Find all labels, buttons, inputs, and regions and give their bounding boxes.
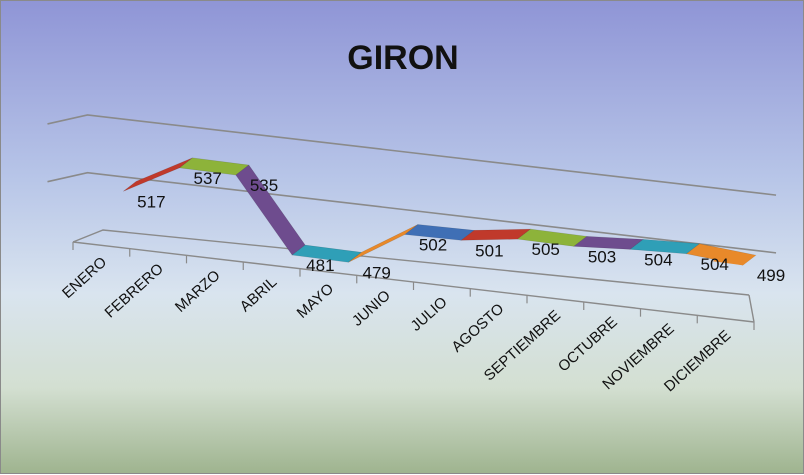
data-label: 481	[306, 256, 334, 275]
data-label: 505	[532, 240, 560, 259]
category-label: AGOSTO	[448, 300, 507, 355]
ribbon-segment	[122, 157, 193, 192]
gridline	[47, 114, 777, 196]
grid-lines	[47, 114, 777, 254]
category-label: JUNIO	[349, 287, 394, 330]
category-label: MAYO	[294, 280, 337, 321]
category-label: OCTUBRE	[555, 314, 621, 376]
category-label: ENERO	[59, 254, 110, 302]
data-label: 501	[475, 241, 503, 260]
gridline	[47, 171, 777, 254]
floor-back-edge	[72, 229, 750, 296]
data-label: 499	[757, 266, 785, 285]
data-label: 537	[194, 169, 222, 188]
category-label: ABRIL	[237, 274, 281, 316]
data-ribbon	[122, 157, 757, 266]
category-label: FEBRERO	[102, 260, 167, 321]
data-label: 517	[137, 192, 165, 211]
category-label: MARZO	[172, 267, 224, 316]
data-label: 479	[363, 263, 391, 282]
ribbon-segment	[348, 224, 419, 263]
data-label: 502	[419, 235, 447, 254]
ribbon-segment	[712, 251, 756, 266]
data-labels: 517 537 535 481 479 502 501 505 503 504 504 499	[137, 169, 785, 285]
category-label: JULIO	[408, 294, 451, 335]
chart-title: GIRON	[347, 39, 459, 77]
data-label: 504	[701, 255, 729, 274]
data-label: 503	[588, 247, 616, 266]
data-label: 504	[644, 250, 672, 269]
floor-right-edge	[748, 294, 755, 323]
data-label: 535	[250, 176, 278, 195]
chart-floor	[72, 229, 755, 330]
